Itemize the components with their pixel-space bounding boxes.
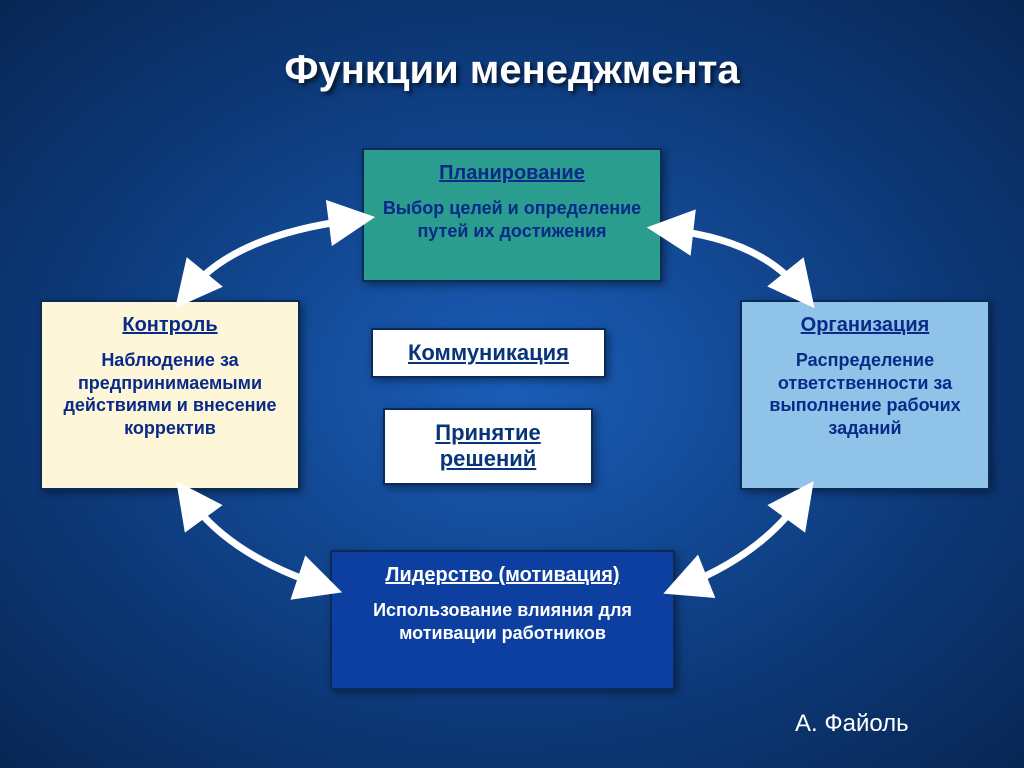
center-decision: Принятие решений — [383, 408, 593, 485]
center-communication: Коммуникация — [371, 328, 606, 378]
node-organization-body: Распределение ответственности за выполне… — [752, 349, 978, 439]
node-control-body: Наблюдение за предпринимаемыми действиям… — [52, 349, 288, 439]
arrow-organization-leadership — [685, 500, 800, 585]
node-planning: Планирование Выбор целей и определение п… — [362, 148, 662, 282]
arrow-control-planning — [190, 220, 352, 290]
node-organization: Организация Распределение ответственност… — [740, 300, 990, 490]
arrow-planning-organization — [670, 230, 800, 290]
node-control: Контроль Наблюдение за предпринимаемыми … — [40, 300, 300, 490]
node-leadership-body: Использование влияния для мотивации рабо… — [342, 599, 663, 644]
node-leadership-title: Лидерство (мотивация) — [342, 564, 663, 587]
slide-title: Функции менеджмента — [0, 48, 1024, 93]
node-leadership: Лидерство (мотивация) Использование влия… — [330, 550, 675, 690]
node-planning-body: Выбор целей и определение путей их дости… — [374, 197, 650, 242]
author-label: А. Файоль — [795, 710, 909, 738]
node-control-title: Контроль — [52, 314, 288, 337]
arrow-leadership-control — [190, 500, 320, 585]
node-organization-title: Организация — [752, 314, 978, 337]
node-planning-title: Планирование — [374, 162, 650, 185]
